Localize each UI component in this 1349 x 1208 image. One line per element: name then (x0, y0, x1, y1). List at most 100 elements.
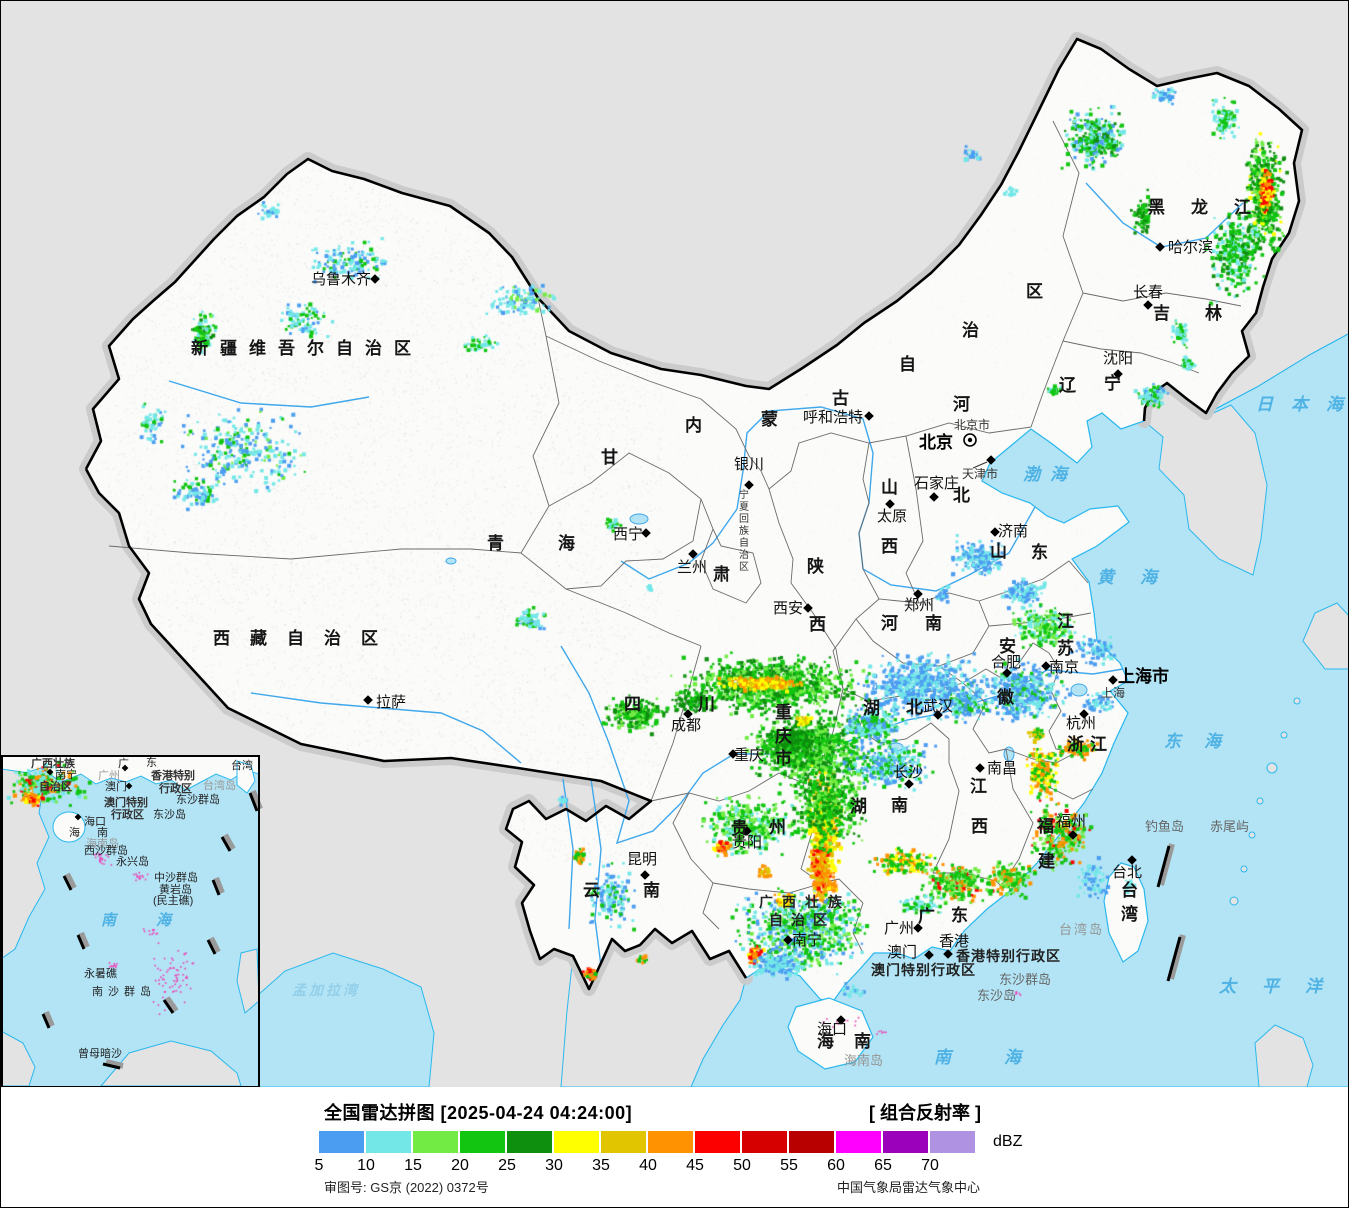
nine-dash-segment (162, 999, 175, 1014)
map-label: 沈阳 (1103, 350, 1133, 367)
colorbar-swatch (554, 1131, 599, 1153)
map-label: 浙 (1067, 734, 1084, 754)
map-label: 渤 (1023, 465, 1043, 484)
map-label: 徽 (996, 687, 1015, 707)
map-label: 东 (146, 756, 157, 769)
map-label: 西 (971, 817, 988, 836)
colorbar-value: 10 (357, 1157, 375, 1174)
map-label: 区 (739, 561, 749, 573)
map-label: 广 (118, 757, 129, 770)
inset-frame (1, 755, 260, 1087)
city-marker (929, 492, 939, 502)
map-label: 海 (1140, 568, 1160, 587)
colorbar-swatch (413, 1131, 458, 1153)
map-label: 长沙 (893, 764, 923, 781)
map-label: 永兴岛 (116, 854, 149, 868)
map-label: 宁 (1104, 373, 1121, 393)
nine-dash-segment-shadow (105, 1059, 124, 1069)
map-label: 青 (487, 533, 504, 553)
map-label: 湖 (863, 699, 880, 718)
map-label: 自治区 (39, 779, 72, 793)
boundary-dash-shadow (1168, 934, 1186, 980)
map-label: 澳门 (105, 779, 127, 793)
map-label: 中沙群岛 (154, 870, 198, 884)
map-label: 南 (925, 613, 942, 633)
map-label: 州 (768, 818, 786, 837)
map-label: 夏 (739, 501, 749, 513)
nine-dash-segment (220, 836, 232, 852)
city-marker (688, 549, 698, 559)
city-marker (1068, 830, 1078, 840)
map-label: 宁 (739, 488, 749, 501)
map-label: 南 (934, 1048, 954, 1067)
map-approval-number: 审图号: GS京 (2022) 0372号 (324, 1180, 489, 1195)
map-label: 东沙群岛 (176, 792, 220, 806)
city-marker (640, 870, 650, 880)
map-label: 族 (739, 524, 749, 537)
map-label: 黑龙江 (1148, 197, 1277, 217)
colorbar-swatch (930, 1131, 975, 1153)
map-label: 福州 (1056, 813, 1086, 830)
map-label: 海南岛 (86, 836, 119, 850)
china-radar-map: 黑龙江吉林辽宁内蒙古自治区新疆维吾尔自治区 西藏自治区青海甘肃陕西山西河北山东河南… (1, 1, 1348, 1087)
nine-dash-segment (248, 792, 259, 812)
map-label: 肃 (713, 565, 730, 584)
map-label: 台湾 (231, 758, 253, 772)
colorbar-value: 25 (498, 1157, 516, 1174)
map-label: 辽 (1059, 376, 1077, 395)
map-label: 拉萨 (376, 694, 406, 711)
map-label: 东 (1031, 542, 1048, 562)
map-label: 区 (1026, 282, 1043, 301)
colorbar-value: 70 (921, 1157, 939, 1174)
map-label: 天津市 (962, 466, 998, 481)
boundary-dash (1156, 845, 1171, 888)
radar-echo-layer (1, 1, 1348, 1087)
map-label: 北 (906, 698, 923, 717)
map-label: 钓鱼岛 (1145, 819, 1184, 834)
map-label: 自治区 (769, 912, 835, 928)
map-label: 西沙群岛 (84, 843, 128, 857)
colorbar-swatch (601, 1131, 646, 1153)
map-label: 陕 (807, 556, 824, 576)
map-label: 贵阳 (732, 834, 762, 851)
map-label: 南沙群岛 (92, 984, 156, 998)
map-label: 福 (1036, 816, 1054, 836)
map-label: 兰州 (677, 559, 707, 576)
map-label: 广西壮族 (759, 894, 851, 910)
colorbar-swatch (836, 1131, 881, 1153)
boundary-dash-shadow (1158, 843, 1175, 886)
map-label: 川 (697, 695, 715, 714)
nine-dash-segment (102, 1062, 121, 1070)
map-label: 香港特别 (150, 768, 195, 782)
city-marker (924, 950, 934, 960)
city-marker (975, 763, 985, 773)
map-label: 南 (891, 795, 908, 815)
map-label: 海 (156, 912, 174, 929)
map-label: 广州 (98, 769, 120, 782)
map-label: 海 (1050, 465, 1070, 484)
map-label: 自 (899, 354, 916, 374)
map-label: 武汉 (923, 698, 953, 715)
map-label: 南 (854, 1031, 871, 1051)
map-label: 东沙岛 (153, 807, 186, 821)
map-label: 呼和浩特 (803, 409, 863, 426)
map-label: 治 (739, 548, 749, 561)
city-marker (363, 695, 373, 705)
map-label: (民主礁) (153, 893, 193, 907)
map-label: 广州 (884, 920, 914, 937)
map-label: 海 (817, 1031, 834, 1051)
capital-marker-inner (967, 437, 973, 443)
map-label: 银川 (734, 456, 764, 473)
city-marker (1155, 242, 1165, 252)
map-label: 长春 (1133, 284, 1163, 301)
map-label: 东沙群岛 (999, 972, 1051, 987)
map-label: 广西壮族 (31, 756, 76, 770)
map-label: 东 (1164, 732, 1184, 751)
map-label: 重 (775, 702, 792, 722)
map-label: 贵 (731, 818, 748, 838)
map-label: 治 (962, 320, 979, 340)
nine-dash-segment-shadow (213, 876, 225, 895)
colorbar-swatch (366, 1131, 411, 1153)
city-marker (744, 480, 754, 490)
map-label: 蒙 (761, 409, 778, 429)
